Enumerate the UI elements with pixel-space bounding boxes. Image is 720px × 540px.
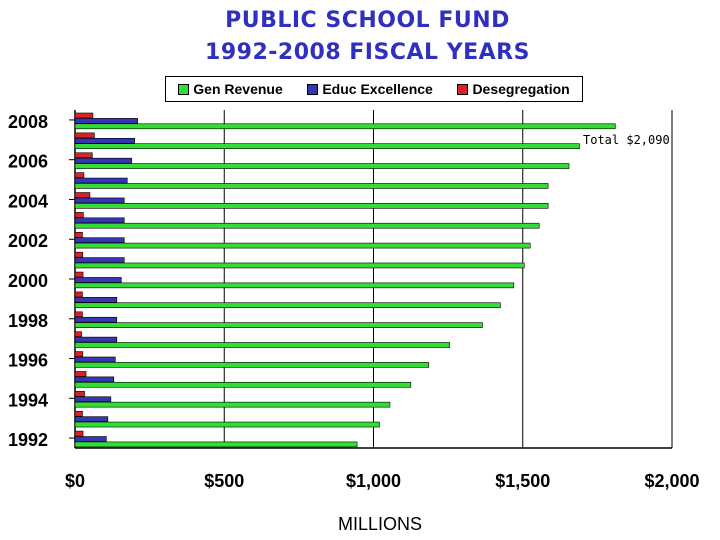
- bar-desegregation: [74, 410, 83, 417]
- y-tick-label: 2008: [8, 112, 48, 132]
- bar-gen-revenue: [74, 322, 483, 328]
- x-tick-label: $1,000: [346, 471, 401, 491]
- x-tick-label: $0: [65, 471, 85, 491]
- bar-educ-excellence: [74, 118, 138, 124]
- bar-desegregation: [74, 112, 94, 119]
- bar-gen-revenue: [74, 342, 450, 348]
- y-tick-label: 2002: [8, 231, 48, 251]
- legend-swatch-desegregation: [457, 83, 469, 95]
- bar-gen-revenue: [74, 302, 501, 309]
- bar-gen-revenue: [74, 381, 412, 388]
- bar-desegregation: [74, 271, 84, 278]
- bar-educ-excellence: [74, 416, 109, 422]
- total-annotation: Total $2,090: [583, 133, 670, 147]
- bar-educ-excellence: [74, 217, 125, 224]
- bar-gen-revenue: [74, 401, 391, 408]
- bar-desegregation: [74, 132, 95, 139]
- bar-educ-excellence: [74, 257, 125, 263]
- y-tick-label: 2006: [8, 152, 48, 172]
- bar-gen-revenue: [74, 362, 430, 368]
- bar-educ-excellence: [74, 297, 118, 303]
- bar-desegregation: [74, 192, 91, 198]
- bar-educ-excellence: [74, 277, 122, 283]
- legend-item-desegregation: Desegregation: [457, 81, 570, 97]
- bar-gen-revenue: [74, 183, 549, 189]
- chart-title-line2: 1992-2008 FISCAL YEARS: [205, 40, 530, 65]
- y-tick-label: 1994: [8, 390, 48, 410]
- bar-gen-revenue: [74, 123, 616, 130]
- x-tick-label: $2,000: [644, 471, 699, 491]
- bar-gen-revenue: [74, 242, 531, 249]
- y-tick-label: 1996: [8, 351, 48, 371]
- legend-label-desegregation: Desegregation: [472, 81, 570, 97]
- bar-educ-excellence: [74, 356, 116, 363]
- bar-gen-revenue: [74, 143, 580, 149]
- chart-legend: Gen Revenue Educ Excellence Desegregatio…: [165, 76, 583, 102]
- legend-swatch-gen-revenue: [178, 83, 190, 95]
- bar-desegregation: [74, 430, 84, 437]
- bar-desegregation: [74, 311, 83, 318]
- bar-desegregation: [74, 152, 93, 159]
- y-tick-label: 1992: [8, 430, 48, 450]
- bar-desegregation: [74, 251, 84, 258]
- bar-educ-excellence: [74, 436, 107, 442]
- x-tick-label: $1,500: [495, 471, 550, 491]
- bar-educ-excellence: [74, 316, 118, 323]
- y-tick-label: 1998: [8, 311, 48, 331]
- bar-gen-revenue: [74, 282, 515, 289]
- y-tick-label: 2000: [8, 271, 48, 291]
- bar-educ-excellence: [74, 137, 136, 144]
- bar-gen-revenue: [74, 421, 380, 428]
- legend-label-gen-revenue: Gen Revenue: [193, 81, 283, 97]
- legend-swatch-educ-excellence: [307, 83, 319, 95]
- bar-gen-revenue: [74, 222, 540, 229]
- bar-gen-revenue: [74, 262, 525, 269]
- legend-item-educ-excellence: Educ Excellence: [307, 81, 433, 97]
- bar-desegregation: [74, 351, 84, 357]
- bar-educ-excellence: [74, 237, 125, 243]
- chart-title-line1: PUBLIC SCHOOL FUND: [225, 8, 510, 33]
- bar-educ-excellence: [74, 336, 118, 343]
- x-tick-label: $500: [204, 471, 244, 491]
- legend-item-gen-revenue: Gen Revenue: [178, 81, 283, 97]
- bar-gen-revenue: [74, 203, 549, 209]
- bar-educ-excellence: [74, 376, 115, 383]
- bar-educ-excellence: [74, 197, 125, 204]
- x-axis-title: MILLIONS: [337, 514, 423, 534]
- bar-desegregation: [74, 212, 84, 218]
- bar-educ-excellence: [74, 177, 128, 184]
- bar-desegregation: [74, 371, 87, 377]
- bar-desegregation: [74, 391, 85, 397]
- bar-educ-excellence: [74, 157, 133, 164]
- bar-gen-revenue: [74, 163, 570, 169]
- bar-educ-excellence: [74, 396, 112, 403]
- y-tick-label: 2004: [8, 191, 48, 211]
- bar-gen-revenue: [74, 441, 358, 448]
- bar-desegregation: [74, 291, 83, 298]
- legend-label-educ-excellence: Educ Excellence: [322, 81, 433, 97]
- bar-desegregation: [74, 331, 82, 338]
- bar-desegregation: [74, 172, 85, 178]
- bar-desegregation: [74, 231, 83, 238]
